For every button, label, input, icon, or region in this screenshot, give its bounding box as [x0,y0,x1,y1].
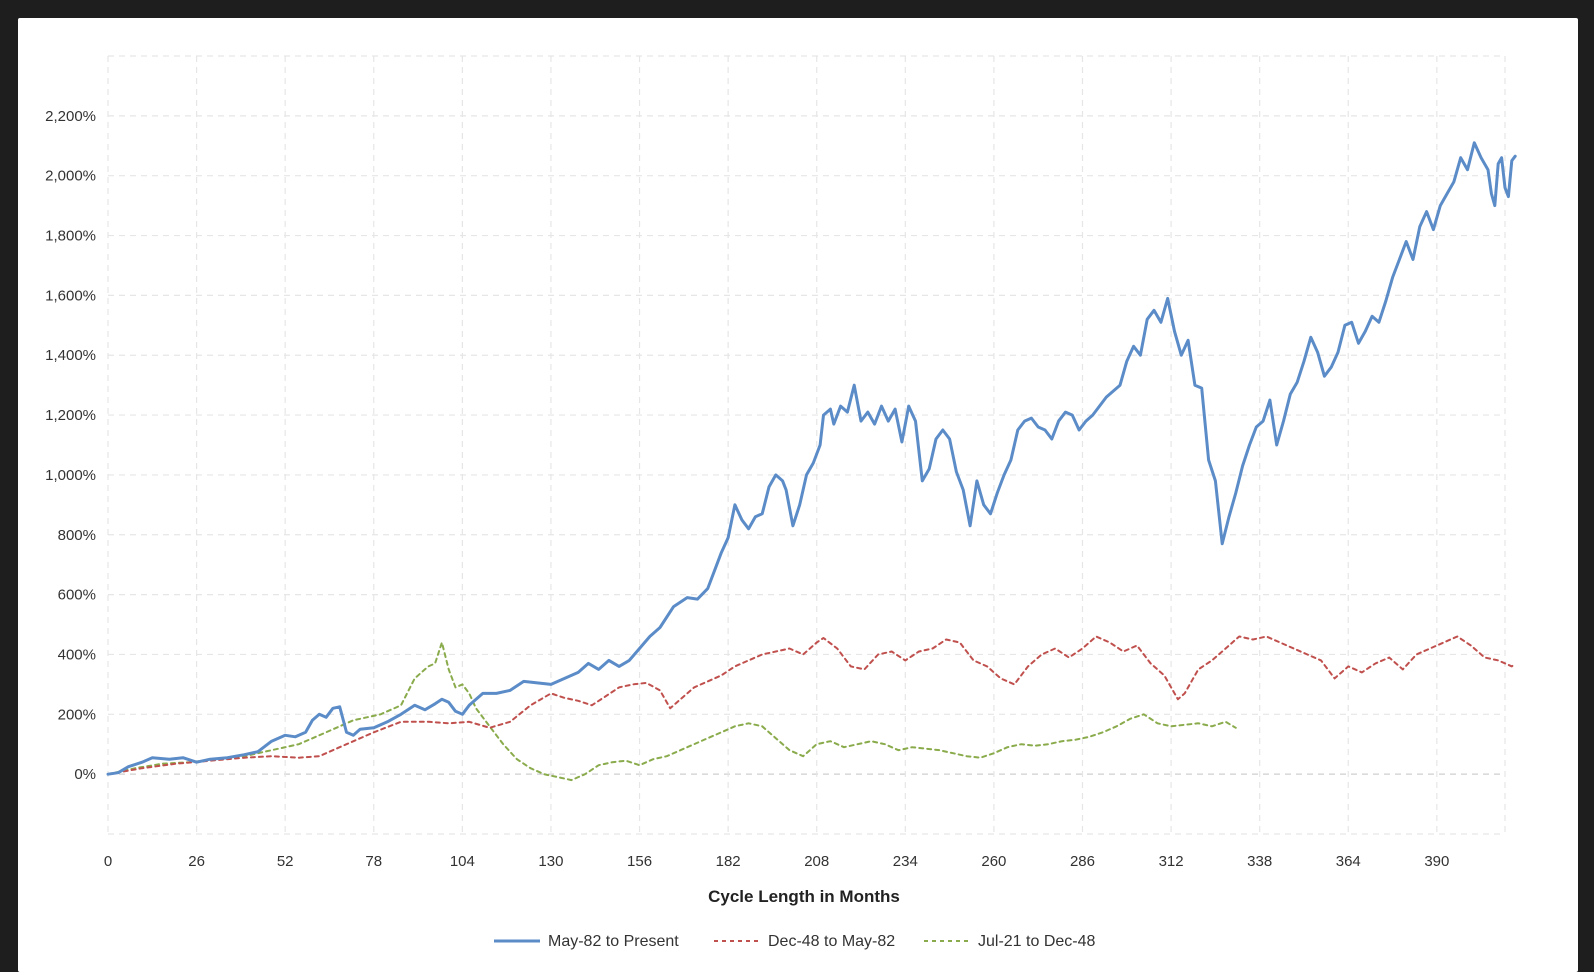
x-tick-label: 260 [981,853,1006,870]
y-tick-label: 1,600% [45,287,96,304]
y-tick-label: 1,400% [45,347,96,364]
x-tick-label: 130 [538,853,563,870]
chart-panel: 0% 200% 400% 600% 800% 1,000% 1,200% 1,400% 1,60… [18,18,1578,972]
x-tick-label: 234 [893,853,918,870]
x-tick-label: 78 [365,853,382,870]
x-tick-label: 286 [1070,853,1095,870]
series-line-2 [107,635,1517,776]
legend-label: Jul-21 to Dec-48 [978,933,1095,950]
y-tick-label: 600% [58,587,96,604]
y-tick-label: 2,200% [45,108,96,125]
x-tick-label: 182 [716,853,741,870]
y-tick-label: 2,000% [45,168,96,185]
x-tick-label: 312 [1159,853,1184,870]
x-axis: 0 26 52 78 104 130 156 182 208 234 260 286 312 338 364… [104,853,1450,870]
y-tick-label: 1,000% [45,467,96,484]
x-tick-label: 390 [1424,853,1449,870]
y-tick-label: 400% [58,646,96,663]
x-tick-label: 26 [188,853,205,870]
y-axis: 0% 200% 400% 600% 800% 1,000% 1,200% 1,400% 1,60… [45,108,96,783]
x-tick-label: 104 [450,853,475,870]
x-tick-label: 156 [627,853,652,870]
x-tick-label: 0 [104,853,112,870]
series-line-1 [106,141,1517,776]
x-tick-label: 208 [804,853,829,870]
x-tick-label: 338 [1247,853,1272,870]
y-tick-label: 800% [58,527,96,544]
legend-label: May-82 to Present [548,933,679,950]
legend-item-1[interactable]: May-82 to Present [494,933,679,950]
line-chart: 0% 200% 400% 600% 800% 1,000% 1,200% 1,400% 1,60… [45,55,1517,950]
series-line-3 [107,641,1237,782]
y-tick-label: 1,800% [45,228,96,245]
series-lines [106,141,1517,782]
legend-label: Dec-48 to May-82 [768,933,895,950]
y-tick-label: 1,200% [45,407,96,424]
y-tick-label: 200% [58,706,96,723]
legend-item-3[interactable]: Jul-21 to Dec-48 [924,933,1095,950]
legend[interactable]: May-82 to Present Dec-48 to May-82 Jul-21 … [494,933,1095,950]
x-axis-title: Cycle Length in Months [708,887,900,906]
x-tick-label: 52 [277,853,294,870]
y-tick-label: 0% [74,766,96,783]
x-tick-label: 364 [1336,853,1361,870]
legend-item-2[interactable]: Dec-48 to May-82 [714,933,895,950]
